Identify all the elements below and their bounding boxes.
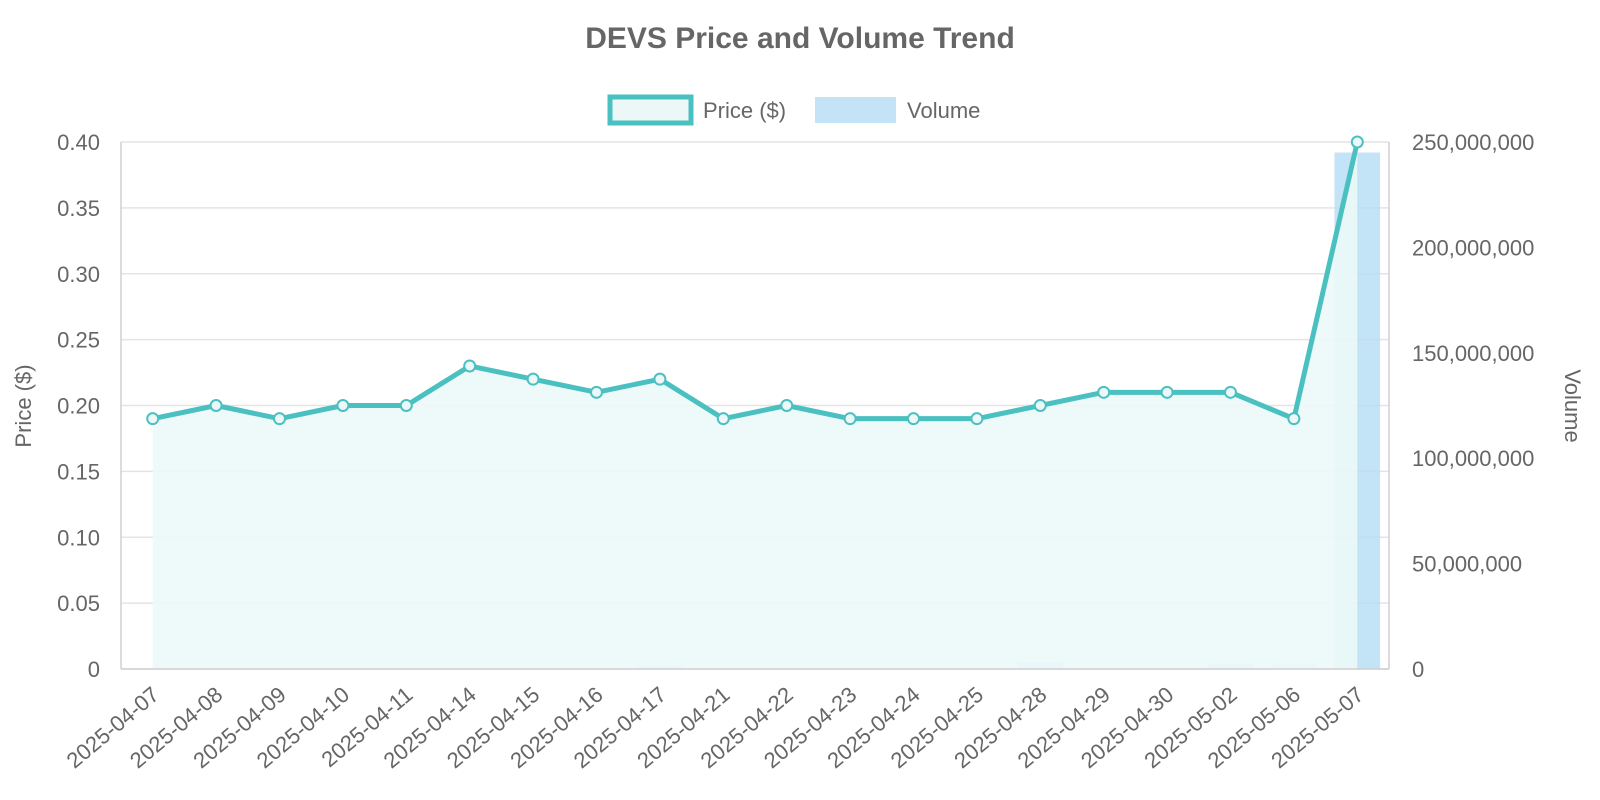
price-point bbox=[970, 412, 984, 426]
price-line-path bbox=[152, 141, 1360, 422]
y-left-tick-label: 0.10 bbox=[57, 525, 100, 550]
price-point bbox=[716, 412, 730, 426]
price-point bbox=[1033, 399, 1047, 412]
price-area bbox=[152, 142, 1358, 669]
legend-label-price: Price ($) bbox=[703, 98, 786, 123]
price-point bbox=[526, 372, 540, 386]
legend: Price ($) Volume bbox=[607, 94, 980, 126]
y-left-tick-label: 0.20 bbox=[57, 394, 100, 419]
axes bbox=[120, 142, 1390, 670]
price-point bbox=[399, 399, 413, 412]
price-point bbox=[907, 412, 920, 426]
legend-swatch-price bbox=[607, 94, 694, 126]
y-right-tick-label: 250,000,000 bbox=[1412, 130, 1534, 155]
legend-swatch-volume bbox=[815, 97, 896, 123]
price-point bbox=[1350, 135, 1364, 149]
legend-item-price[interactable]: Price ($) bbox=[607, 94, 786, 126]
price-point bbox=[273, 412, 286, 426]
y-right-tick-label: 0 bbox=[1412, 657, 1424, 682]
price-line bbox=[152, 141, 1360, 422]
y-right-tick-label: 50,000,000 bbox=[1412, 552, 1522, 577]
y-left-tick-label: 0.40 bbox=[57, 130, 100, 155]
price-point bbox=[843, 412, 857, 426]
price-point bbox=[463, 359, 477, 373]
y-left-tick-label: 0.30 bbox=[57, 262, 100, 287]
x-axis-ticks: 2025-04-072025-04-082025-04-092025-04-10… bbox=[62, 682, 1369, 773]
price-point bbox=[590, 385, 603, 399]
y-axis-right-title: Volume bbox=[1560, 369, 1585, 442]
legend-label-volume: Volume bbox=[907, 98, 980, 123]
chart-title: DEVS Price and Volume Trend bbox=[585, 22, 1015, 55]
y-left-tick-label: 0 bbox=[88, 657, 100, 682]
y-right-tick-label: 100,000,000 bbox=[1412, 446, 1534, 471]
y-axis-right-ticks: 0 50,000,000 100,000,000 150,000,000 200,000… bbox=[1412, 130, 1534, 682]
y-left-tick-label: 0.35 bbox=[57, 196, 100, 221]
y-left-tick-label: 0.25 bbox=[57, 328, 100, 353]
y-right-tick-label: 150,000,000 bbox=[1412, 341, 1534, 366]
y-axis-left-ticks: 0 0.05 0.10 0.15 0.20 0.25 0.30 0.35 0.40 bbox=[57, 130, 100, 682]
y-right-tick-label: 200,000,000 bbox=[1412, 235, 1534, 260]
price-point bbox=[1287, 412, 1301, 426]
price-point bbox=[146, 412, 160, 426]
y-left-tick-label: 0.05 bbox=[57, 591, 100, 616]
y-left-tick-label: 0.15 bbox=[57, 459, 100, 484]
price-point bbox=[209, 399, 223, 412]
legend-item-volume[interactable]: Volume bbox=[815, 97, 980, 123]
price-area-fill bbox=[152, 142, 1358, 669]
y-axis-left-title: Price ($) bbox=[11, 364, 36, 447]
price-point bbox=[653, 372, 667, 386]
price-point bbox=[336, 399, 350, 412]
price-point bbox=[1224, 385, 1237, 399]
price-point bbox=[1097, 385, 1111, 399]
price-point bbox=[780, 399, 794, 412]
price-points bbox=[146, 135, 1364, 426]
price-point bbox=[1160, 385, 1174, 399]
